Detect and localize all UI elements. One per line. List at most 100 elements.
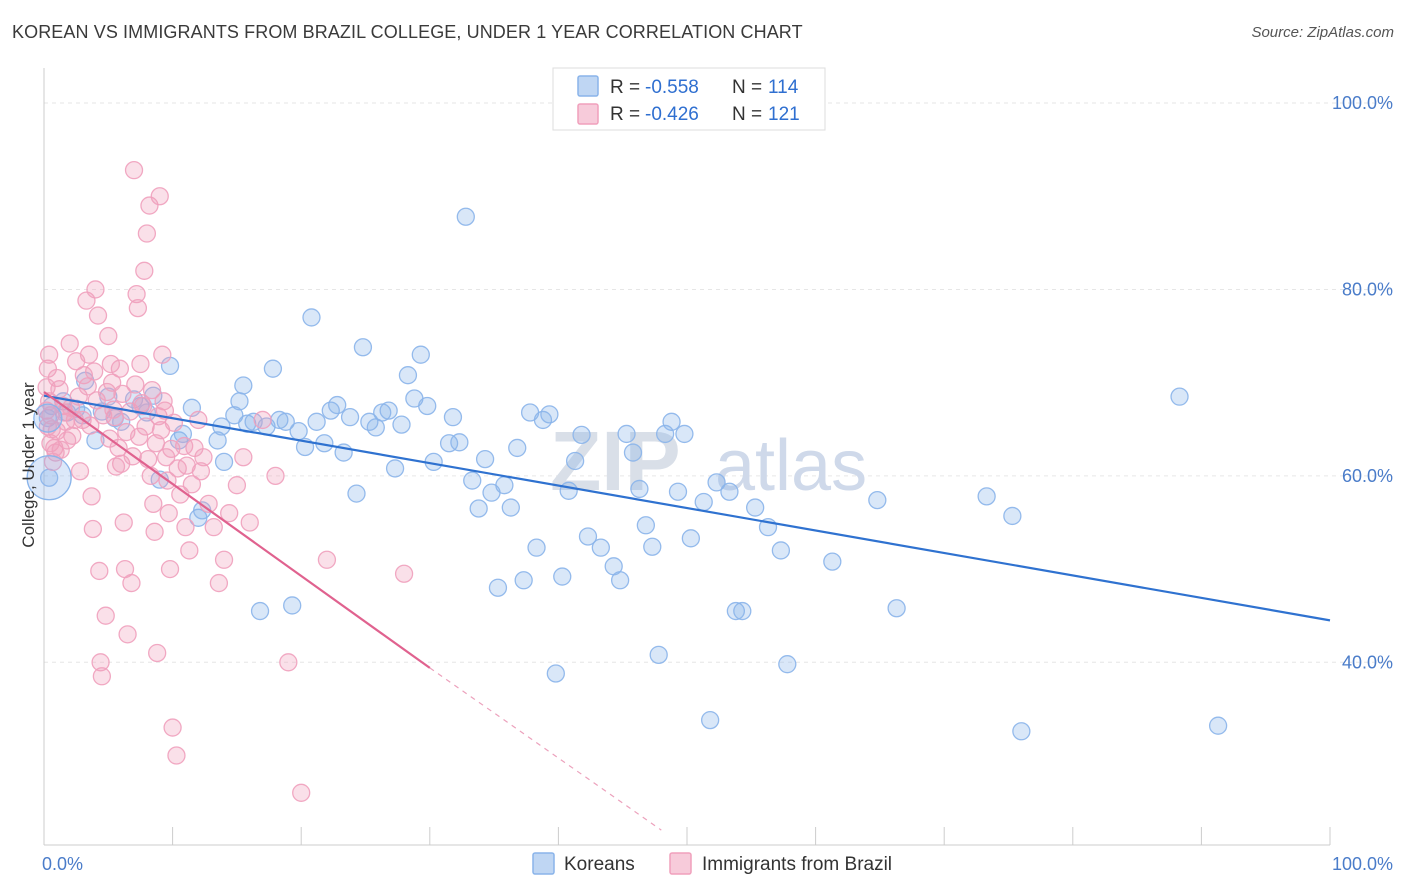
bottom-legend-label-brazil: Immigrants from Brazil: [702, 854, 892, 875]
point-brazil: [279, 653, 298, 672]
point-koreans: [546, 664, 565, 683]
point-koreans: [707, 473, 726, 492]
y-axis-label: College, Under 1 year: [19, 382, 38, 548]
point-koreans: [385, 459, 405, 478]
point-koreans: [578, 527, 598, 546]
point-brazil: [127, 284, 146, 304]
point-brazil: [60, 334, 79, 353]
x-tick-label: 100.0%: [1332, 854, 1393, 874]
legend-r-label-brazil: R =: [610, 104, 640, 125]
watermark-zip: ZIP: [550, 414, 681, 508]
point-koreans: [700, 710, 720, 730]
point-brazil: [91, 653, 110, 672]
trend-line-koreans: [43, 394, 1331, 622]
watermark-atlas: atlas: [715, 426, 867, 506]
point-brazil: [50, 380, 69, 399]
point-koreans: [475, 449, 495, 469]
point-koreans: [623, 443, 643, 462]
point-koreans: [591, 538, 610, 557]
point-brazil: [39, 345, 59, 364]
point-koreans: [1003, 506, 1022, 526]
point-koreans: [662, 412, 681, 431]
point-brazil: [85, 362, 104, 381]
point-koreans: [887, 599, 906, 618]
point-koreans: [559, 481, 578, 500]
point-koreans: [283, 596, 302, 615]
point-brazil: [182, 475, 202, 494]
point-koreans: [823, 552, 842, 571]
point-koreans: [508, 438, 527, 458]
point-brazil: [113, 384, 132, 404]
point-brazil: [82, 487, 101, 506]
point-brazil: [292, 783, 311, 802]
point-brazil: [114, 513, 133, 532]
point-brazil: [137, 224, 157, 243]
point-brazil: [47, 368, 67, 388]
point-brazil: [155, 401, 175, 420]
point-koreans: [230, 392, 249, 411]
point-koreans: [675, 424, 694, 444]
point-brazil: [180, 541, 199, 560]
point-brazil: [88, 306, 108, 325]
legend-n-label-koreans: N =: [732, 77, 762, 98]
legend-swatch-brazil: [577, 103, 599, 125]
point-koreans: [234, 376, 253, 395]
point-koreans: [514, 571, 533, 590]
point-brazil: [394, 564, 414, 583]
chart-title: KOREAN VS IMMIGRANTS FROM BRAZIL COLLEGE…: [12, 22, 803, 42]
point-koreans: [263, 359, 283, 378]
point-koreans: [572, 425, 591, 445]
point-koreans-large: [26, 455, 72, 501]
point-brazil: [227, 476, 247, 495]
bottom-legend-label-koreans: Koreans: [564, 854, 635, 875]
point-brazil: [126, 375, 145, 394]
point-koreans: [340, 408, 360, 427]
point-koreans: [302, 308, 321, 327]
point-koreans: [398, 366, 418, 385]
point-koreans: [469, 499, 488, 518]
point-koreans: [488, 578, 508, 597]
point-brazil: [130, 427, 149, 446]
point-koreans: [379, 401, 398, 420]
legend-n-value-brazil: 121: [768, 104, 800, 125]
scatter-points: [26, 160, 1228, 802]
point-koreans: [610, 571, 630, 590]
trend-lines: [43, 391, 1331, 831]
point-brazil: [253, 410, 272, 430]
point-brazil: [37, 401, 56, 420]
point-brazil: [150, 187, 169, 206]
point-brazil: [90, 561, 109, 581]
point-koreans: [418, 396, 437, 416]
point-koreans: [456, 207, 475, 226]
point-koreans: [778, 655, 797, 674]
point-koreans: [868, 490, 887, 510]
point-koreans: [733, 601, 752, 621]
point-koreans: [1170, 387, 1189, 406]
point-koreans: [250, 601, 270, 621]
point-koreans: [540, 405, 559, 424]
point-koreans: [726, 601, 746, 621]
y-tick-label: 60.0%: [1342, 466, 1393, 486]
point-koreans: [208, 431, 227, 450]
legend-n-value-koreans: 114: [768, 77, 799, 98]
top-legend: R = -0.558 N = 114 R = -0.426 N = 121: [552, 67, 826, 131]
legend-r-value-brazil: -0.426: [645, 104, 699, 125]
point-brazil: [118, 625, 137, 644]
point-koreans: [681, 529, 701, 548]
point-koreans: [225, 406, 244, 425]
point-brazil: [101, 354, 121, 374]
point-brazil: [128, 298, 148, 318]
point-koreans: [501, 498, 520, 517]
point-brazil: [240, 513, 259, 532]
point-brazil: [189, 410, 208, 430]
point-koreans: [630, 479, 649, 499]
point-brazil: [220, 504, 239, 523]
point-brazil: [70, 462, 90, 481]
point-brazil: [103, 373, 122, 392]
point-koreans: [643, 537, 662, 556]
point-brazil: [106, 457, 126, 476]
point-brazil: [214, 550, 234, 569]
point-koreans: [617, 424, 636, 444]
point-koreans: [694, 492, 713, 512]
point-brazil: [124, 160, 144, 180]
